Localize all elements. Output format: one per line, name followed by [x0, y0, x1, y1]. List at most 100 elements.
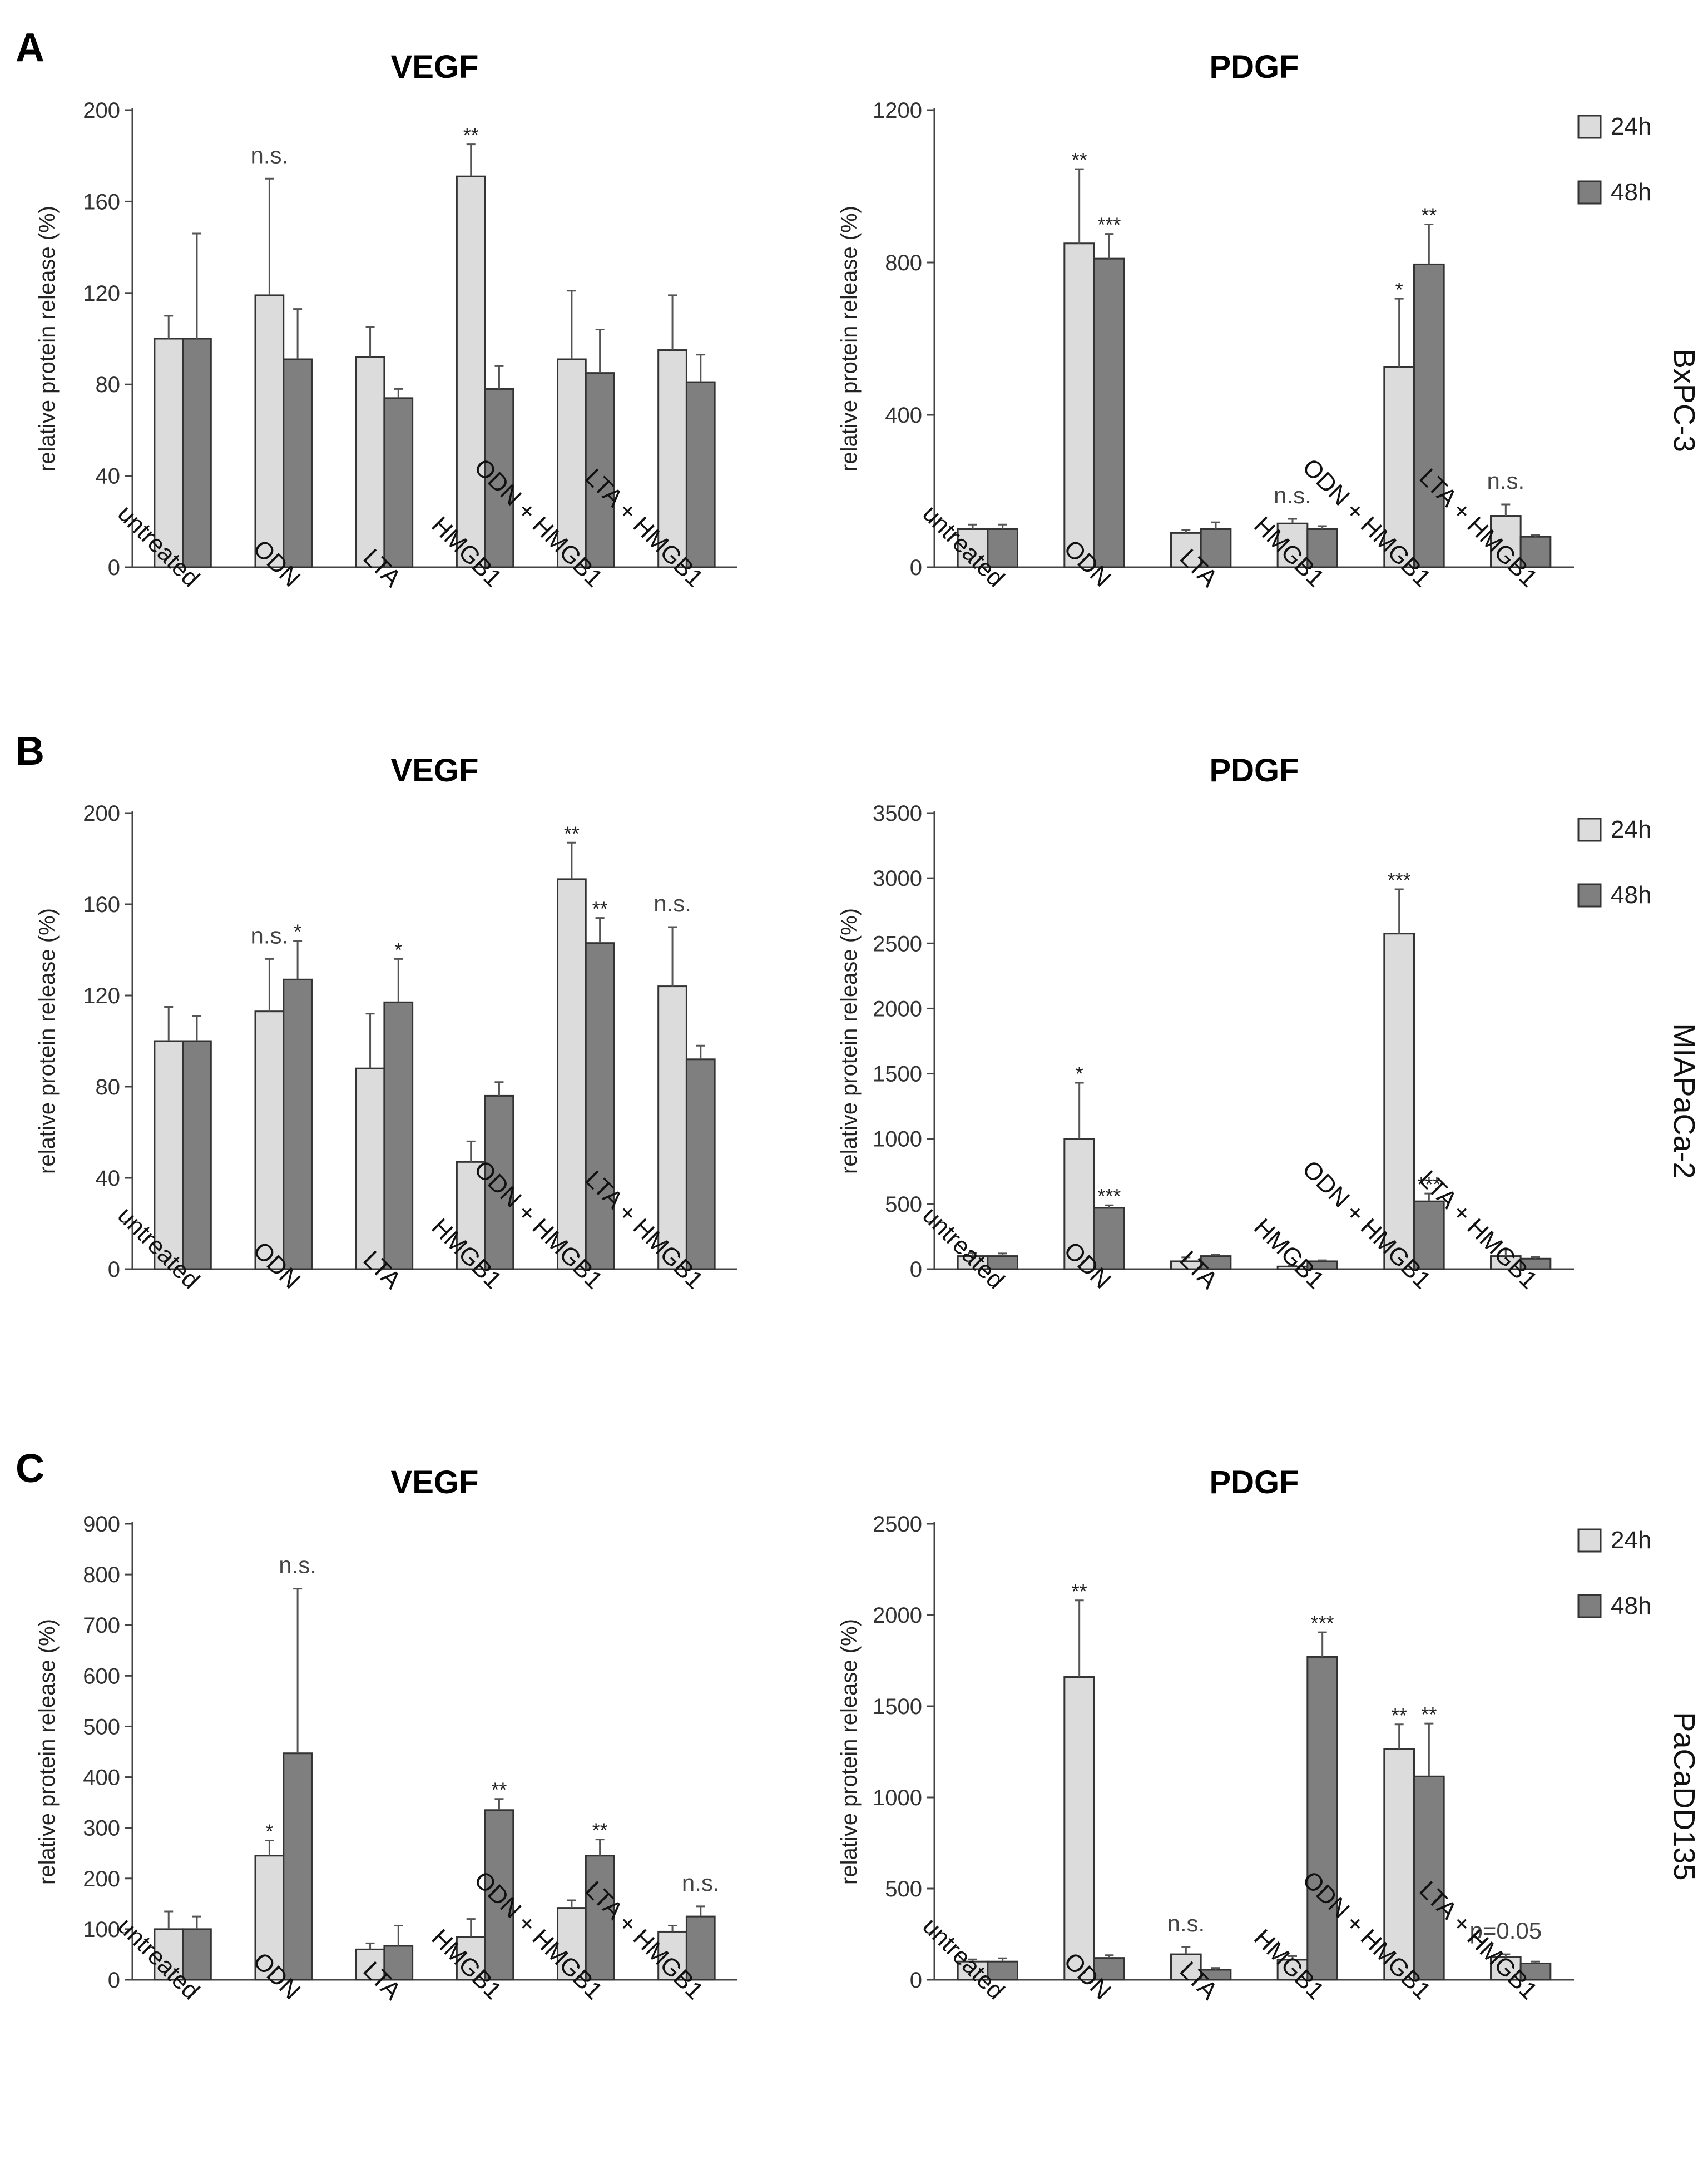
- bar-24h-2: [1063, 1676, 1096, 1981]
- significance-label: n.s.: [1487, 468, 1524, 494]
- significance-label: n.s.: [1274, 482, 1311, 508]
- y-tick-label: 160: [83, 190, 120, 214]
- bar-48h-6: [1519, 536, 1552, 568]
- y-tick-label: 40: [96, 1166, 121, 1191]
- bar-24h-3: [355, 1948, 385, 1981]
- category-label: HMGB1: [1249, 1213, 1329, 1294]
- significance-label: *: [265, 1820, 273, 1842]
- significance-label: n.s.: [1167, 1910, 1205, 1936]
- y-tick-label: 500: [885, 1192, 922, 1217]
- significance-label: *: [1395, 278, 1403, 301]
- y-tick-label: 2500: [873, 1512, 922, 1537]
- bar-24h-2: [1063, 1138, 1096, 1270]
- y-tick-label: 120: [83, 984, 120, 1008]
- y-tick-label: 2000: [873, 1603, 922, 1628]
- bar-48h-6: [685, 381, 716, 568]
- bar-24h-5: [557, 878, 587, 1270]
- bar-48h-1: [182, 1928, 212, 1981]
- significance-label: **: [1421, 204, 1437, 227]
- y-tick-label: 100: [83, 1918, 120, 1942]
- bar-48h-2: [283, 358, 313, 568]
- y-tick-label: 80: [96, 1075, 121, 1099]
- bar-48h-1: [182, 338, 212, 568]
- bar-48h-3: [383, 397, 414, 568]
- chart-title: PDGF: [1209, 1464, 1299, 1500]
- chart-title: PDGF: [1209, 752, 1299, 789]
- y-tick-label: 300: [83, 1816, 120, 1841]
- bar-48h-5: [585, 372, 615, 568]
- y-axis-label: relative protein release (%): [837, 908, 862, 1174]
- y-tick-label: 1500: [873, 1062, 922, 1087]
- cell-line-label-bxpc3: BxPC-3: [1667, 349, 1701, 452]
- y-tick-label: 0: [910, 1257, 922, 1282]
- y-axis-label: relative protein release (%): [837, 206, 862, 472]
- y-tick-label: 0: [108, 1257, 120, 1282]
- significance-label: *: [294, 920, 301, 943]
- significance-label: **: [463, 124, 479, 147]
- bar-24h-2: [254, 294, 285, 568]
- chart-title: PDGF: [1209, 49, 1299, 85]
- y-tick-label: 0: [910, 556, 922, 580]
- bar-24h-2: [1063, 242, 1096, 568]
- bar-48h-6: [685, 1058, 716, 1270]
- bar-48h-2: [283, 978, 313, 1270]
- significance-label: **: [564, 822, 580, 845]
- bar-24h-2: [254, 1855, 285, 1981]
- significance-label: **: [592, 1819, 608, 1842]
- chart-b-vegf: VEGF 0 40 80 120 160 200 relative protein relea…: [35, 752, 737, 1295]
- cell-line-label-pacadd135: PaCaDD135: [1667, 1712, 1701, 1880]
- chart-a-vegf: VEGF 0 40 80 120 160 200 relative protein relea…: [35, 49, 737, 593]
- y-tick-label: 3000: [873, 866, 922, 891]
- y-tick-label: 120: [83, 281, 120, 306]
- bar-48h-2: [1093, 257, 1125, 568]
- bar-48h-2: [283, 1752, 313, 1981]
- category-label: untreated: [917, 1202, 1009, 1294]
- y-tick-label: 160: [83, 893, 120, 917]
- y-tick-label: 600: [83, 1664, 120, 1688]
- y-tick-label: 800: [83, 1563, 120, 1587]
- significance-label: **: [1072, 148, 1087, 171]
- y-tick-label: 0: [108, 556, 120, 580]
- significance-label: ***: [1417, 1173, 1440, 1196]
- charts-layer: VEGF 0 40 80 120 160 200 relative protein relea…: [35, 49, 1651, 2005]
- bar-48h-3: [383, 1001, 414, 1270]
- chart-c-vegf: VEGF 0 100 200 300 400 500 600 700 800 900 relative…: [35, 1464, 737, 2005]
- bar-24h-4: [456, 1936, 486, 1981]
- bar-24h-4: [456, 1161, 486, 1270]
- significance-label: n.s.: [682, 1870, 720, 1896]
- significance-label: n.s.: [279, 1552, 316, 1578]
- y-tick-label: 1000: [873, 1786, 922, 1810]
- y-axis-label: relative protein release (%): [35, 1619, 60, 1885]
- bar-48h-5: [585, 1855, 615, 1981]
- y-tick-label: 80: [96, 373, 121, 397]
- significance-label: **: [1421, 1703, 1437, 1726]
- significance-label: p=0.05: [1470, 1918, 1542, 1944]
- legend-label-24h: 24h: [1611, 1527, 1651, 1554]
- significance-label: n.s.: [654, 890, 691, 916]
- y-tick-label: 900: [83, 1512, 120, 1537]
- significance-label: **: [1072, 1580, 1087, 1603]
- y-tick-label: 1000: [873, 1127, 922, 1152]
- legend-swatch-24h: [1577, 115, 1602, 139]
- chart-title: VEGF: [391, 1464, 479, 1500]
- y-tick-label: 1200: [873, 98, 922, 123]
- y-tick-label: 500: [885, 1877, 922, 1901]
- cell-line-label-miapaca2: MIAPaCa-2: [1667, 1023, 1701, 1178]
- bar-48h-1: [182, 1040, 212, 1270]
- significance-label: **: [491, 1778, 507, 1801]
- y-tick-label: 40: [96, 464, 121, 489]
- bar-48h-4: [484, 388, 514, 568]
- y-tick-label: 400: [83, 1766, 120, 1790]
- panel-label-a: A: [16, 26, 44, 70]
- bar-48h-4: [1306, 1656, 1338, 1981]
- bar-24h-1: [957, 528, 989, 568]
- bar-48h-5: [1413, 263, 1445, 568]
- y-tick-label: 200: [83, 98, 120, 123]
- significance-label: n.s.: [251, 142, 289, 168]
- y-tick-label: 200: [83, 1867, 120, 1891]
- y-tick-label: 2500: [873, 932, 922, 956]
- chart-title: VEGF: [391, 49, 479, 85]
- significance-label: ***: [1097, 214, 1121, 236]
- bar-48h-4: [1306, 528, 1338, 568]
